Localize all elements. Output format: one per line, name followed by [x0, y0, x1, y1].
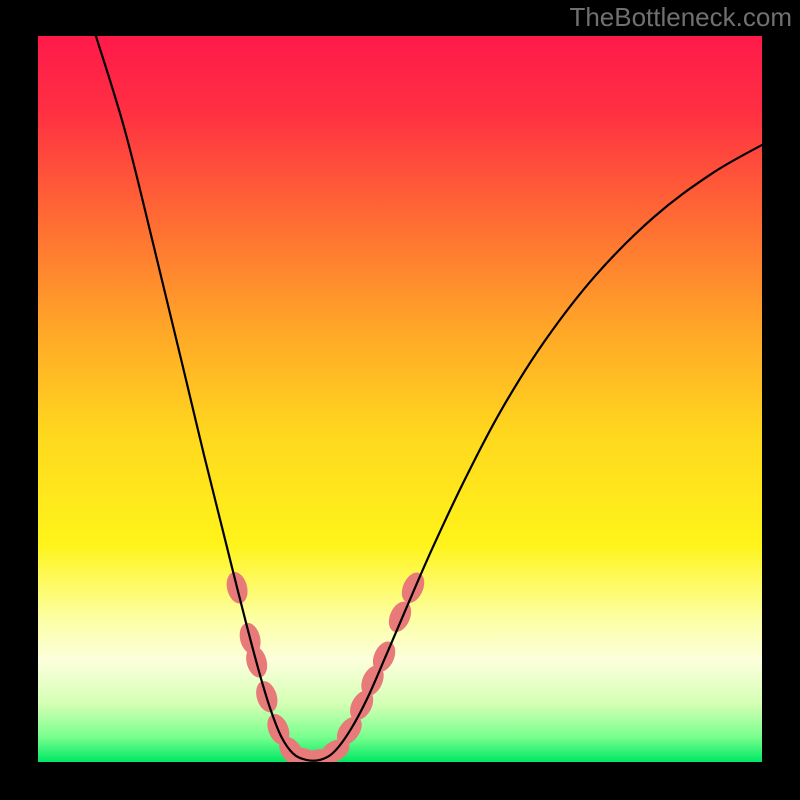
- watermark-label: TheBottleneck.com: [569, 2, 792, 33]
- chart-container: TheBottleneck.com: [0, 0, 800, 800]
- bottleneck-chart-svg: [0, 0, 800, 800]
- gradient-background: [38, 36, 762, 762]
